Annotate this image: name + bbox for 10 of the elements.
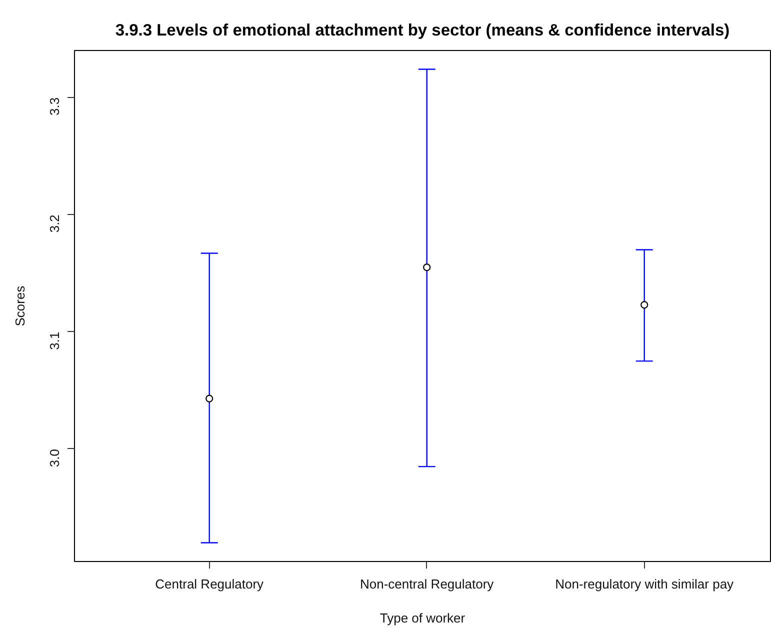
y-axis-title: Scores: [12, 285, 28, 326]
chart-title: 3.9.3 Levels of emotional attachment by sector (means & confidence intervals): [115, 22, 730, 40]
x-tick-label: Non-central Regulatory: [360, 576, 494, 592]
y-tick-label: 3.3: [47, 97, 62, 116]
x-tick-label: Central Regulatory: [155, 576, 264, 592]
x-tick-label: Non-regulatory with similar pay: [555, 576, 734, 592]
y-tick-label: 3.0: [47, 448, 62, 468]
x-axis-title: Type of worker: [380, 610, 466, 626]
y-tick-label: 3.1: [47, 332, 62, 350]
y-tick-label: 3.2: [47, 214, 62, 233]
